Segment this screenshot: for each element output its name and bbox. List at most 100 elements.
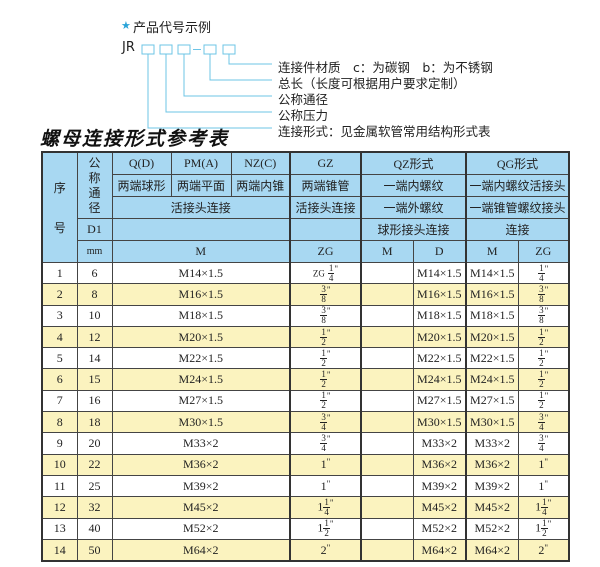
row-no: 4 xyxy=(41,325,78,349)
row-qz-d: M27×1.5 xyxy=(412,389,467,413)
zg-whole: 1 xyxy=(320,478,327,493)
table-title: 螺母连接形式参考表 xyxy=(40,128,230,150)
row-m: M16×1.5 xyxy=(111,283,291,306)
zg-cell: 2" xyxy=(517,538,570,562)
inch-mark: " xyxy=(326,284,331,295)
zg-cell: ZG 1 4 " xyxy=(289,261,362,285)
zg-cell: 1" xyxy=(289,474,362,498)
inch-mark: " xyxy=(544,457,549,468)
header-gz-union: 活接头连接 xyxy=(289,196,362,219)
row-qz-m xyxy=(360,517,414,540)
row-qg-m: M20×1.5 xyxy=(465,325,519,349)
row-qz-m xyxy=(360,538,414,562)
row-qg-m: M39×2 xyxy=(465,474,519,498)
row-qz-m xyxy=(360,347,414,370)
header-qz-m: M xyxy=(360,240,414,263)
zg-cell: 3 8 " xyxy=(289,283,362,306)
header-d1: D1 xyxy=(76,218,113,241)
row-m: M45×2 xyxy=(111,496,291,519)
row-qz-d: M30×1.5 xyxy=(412,411,467,434)
inch-mark: " xyxy=(329,497,334,508)
row-no: 14 xyxy=(41,538,78,562)
header-zg: ZG xyxy=(289,240,362,263)
leader-line xyxy=(209,54,272,81)
row-qg-m: M24×1.5 xyxy=(465,368,519,391)
code-box-length xyxy=(203,44,217,55)
zg-prefix: ZG xyxy=(312,267,325,278)
row-m: M14×1.5 xyxy=(111,261,291,285)
zg-cell: 1 2 " xyxy=(517,368,570,391)
inch-mark: " xyxy=(544,327,549,338)
zg-cell: 3 4 " xyxy=(517,411,570,434)
row-qg-m: M22×1.5 xyxy=(465,347,519,370)
row-d1: 32 xyxy=(76,496,113,519)
zg-cell: 3 4 " xyxy=(517,432,570,455)
row-qg-m: M18×1.5 xyxy=(465,304,519,327)
row-no: 1 xyxy=(41,261,78,285)
row-qz-d: M33×2 xyxy=(412,432,467,455)
label-diameter: 公称通径 xyxy=(278,92,329,107)
zg-cell: 1 2 " xyxy=(517,325,570,349)
table-row: 8 18 M30×1.5 3 4 " M30×1.5 M30×1.5 3 4 " xyxy=(41,411,570,434)
table-row: 12 32 M45×2 1 1 4 " M45×2 M45×2 1 1 4 " xyxy=(41,496,570,519)
zg-cell: 1 2 " xyxy=(517,347,570,370)
header-q: Q(D) xyxy=(111,151,172,175)
row-qz-m xyxy=(360,283,414,306)
row-d1: 22 xyxy=(76,453,113,476)
zg-cell: 1 1 4 " xyxy=(517,496,570,519)
table-row: 11 25 M39×2 1" M39×2 M39×2 1" xyxy=(41,474,570,498)
header-nominal: 公称通径 xyxy=(76,151,113,219)
row-qz-d: M16×1.5 xyxy=(412,283,467,306)
row-d1: 12 xyxy=(76,325,113,349)
row-qg-m: M30×1.5 xyxy=(465,411,519,434)
star-icon: ★ xyxy=(121,19,131,32)
row-qz-m xyxy=(360,325,414,349)
table-row: 9 20 M33×2 3 4 " M33×2 M33×2 3 4 " xyxy=(41,432,570,455)
row-m: M52×2 xyxy=(111,517,291,540)
header-blank xyxy=(289,218,362,241)
zg-cell: 3 8 " xyxy=(517,304,570,327)
row-d1: 18 xyxy=(76,411,113,434)
inch-mark: " xyxy=(544,542,549,553)
row-d1: 25 xyxy=(76,474,113,498)
zg-cell: 3 4 " xyxy=(289,432,362,455)
zg-cell: 1 2 " xyxy=(517,389,570,413)
row-qz-d: M24×1.5 xyxy=(412,368,467,391)
zg-cell: 1 2 " xyxy=(289,368,362,391)
header-qg-desc3: 连接 xyxy=(465,218,570,241)
row-qz-d: M45×2 xyxy=(412,496,467,519)
table-row: 5 14 M22×1.5 1 2 " M22×1.5 M22×1.5 1 2 " xyxy=(41,347,570,370)
row-m: M22×1.5 xyxy=(111,347,291,370)
row-qz-m xyxy=(360,474,414,498)
row-qz-d: M14×1.5 xyxy=(412,261,467,285)
inch-mark: " xyxy=(329,519,334,530)
inch-mark: " xyxy=(544,284,549,295)
header-seq: 序号 xyxy=(41,151,78,263)
header-qz-desc3: 球形接头连接 xyxy=(360,218,467,241)
inch-mark: " xyxy=(544,412,549,423)
header-union: 活接头连接 xyxy=(111,196,291,219)
row-m: M18×1.5 xyxy=(111,304,291,327)
header-qz-desc: 一端内螺纹 xyxy=(360,174,467,197)
row-qg-m: M33×2 xyxy=(465,432,519,455)
row-qz-m xyxy=(360,432,414,455)
row-qz-d: M64×2 xyxy=(412,538,467,562)
row-d1: 10 xyxy=(76,304,113,327)
inch-mark: " xyxy=(326,542,331,553)
zg-cell: 3 8 " xyxy=(289,304,362,327)
row-d1: 6 xyxy=(76,261,113,285)
leader-line xyxy=(228,54,272,65)
zg-whole: 1 xyxy=(535,520,542,535)
inch-mark: " xyxy=(544,370,549,381)
row-d1: 8 xyxy=(76,283,113,306)
code-box-diameter xyxy=(177,44,191,55)
zg-cell: 1" xyxy=(289,453,362,476)
